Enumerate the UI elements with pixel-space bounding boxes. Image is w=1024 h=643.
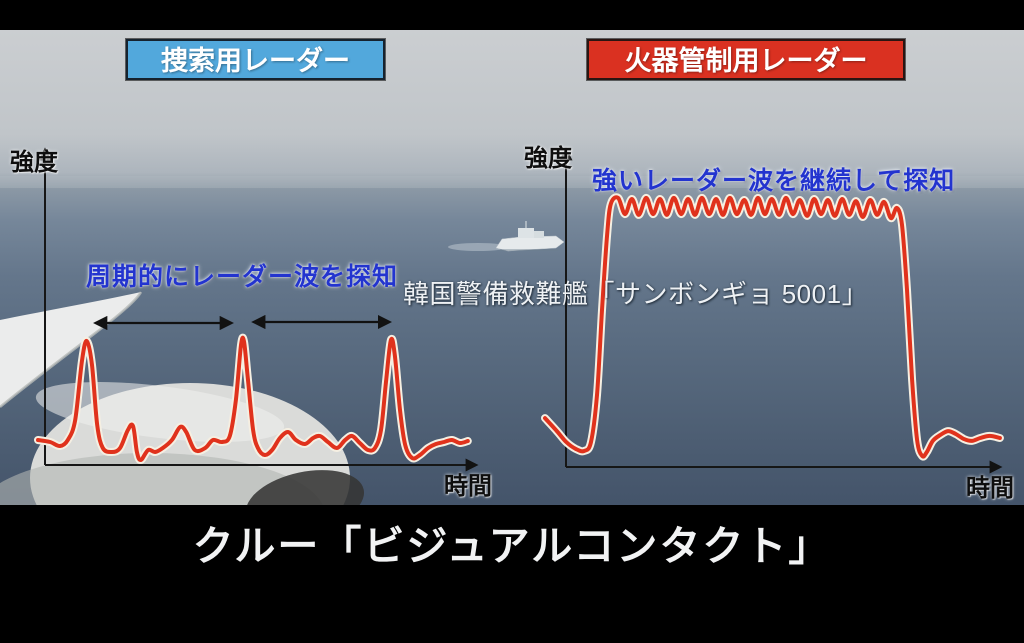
fire-control-radar-chart — [541, 147, 1004, 474]
ship-name-label: 韓国警備救難艦「サンボンギョ 5001」 — [403, 279, 869, 309]
time-axis-label-right: 時間 — [966, 475, 1014, 502]
curve-line — [36, 335, 470, 462]
coast-guard-ship — [448, 221, 565, 252]
horizon-haze — [0, 176, 1024, 188]
letterbox-top — [0, 0, 1024, 30]
fire-control-radar-title: 火器管制用レーダー — [587, 39, 905, 80]
wing-edge-shadow — [0, 291, 143, 408]
search-radar-chart — [34, 147, 479, 472]
time-axis-label-left: 時間 — [444, 473, 492, 500]
continuous-detection-annotation: 強いレーダー波を継続して探知 — [592, 167, 956, 195]
letterbox-bottom — [0, 505, 1024, 643]
caption-text: クルー「ビジュアルコンタクト」 — [192, 523, 832, 569]
search-radar-title: 捜索用レーダー — [126, 39, 385, 80]
curve-line — [543, 195, 1002, 459]
periodic-detection-annotation: 周期的にレーダー波を探知 — [86, 263, 399, 291]
intensity-axis-label-left: 強度 — [10, 149, 58, 176]
intensity-axis-label-right: 強度 — [524, 145, 572, 172]
